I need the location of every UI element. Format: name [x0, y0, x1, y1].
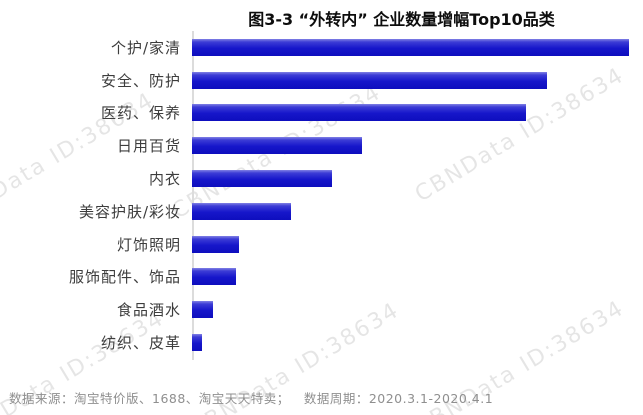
category-axis-line	[192, 31, 194, 360]
category-label: 个护/家清	[110, 38, 181, 57]
bar	[192, 301, 213, 319]
data-period-text: 数据周期：2020.3.1-2020.4.1	[303, 391, 494, 406]
category-label: 内衣	[148, 170, 181, 189]
source-note: 数据来源：淘宝特价版、1688、淘宝天天特卖； 数据周期：2020.3.1-202…	[9, 388, 493, 407]
bar	[192, 268, 236, 286]
bar-track	[192, 268, 643, 286]
bar-track	[192, 235, 643, 253]
bar	[192, 38, 629, 56]
bar-track	[192, 38, 643, 56]
bar	[192, 235, 240, 253]
bar-track	[192, 71, 643, 89]
category-label: 医药、保养	[100, 104, 181, 123]
chart-row: 医药、保养	[0, 97, 643, 130]
chart-row: 内衣	[0, 162, 643, 195]
bar-track	[192, 301, 643, 319]
bar	[192, 71, 547, 89]
bar-track	[192, 137, 643, 155]
category-label: 服饰配件、饰品	[68, 268, 181, 287]
bar	[192, 334, 203, 352]
chart-row: 纺织、皮革	[0, 326, 643, 359]
chart-title: 图3-3 “外转内” 企业数量增幅Top10品类	[248, 10, 555, 29]
chart-row: 食品酒水	[0, 293, 643, 326]
category-label: 安全、防护	[100, 71, 181, 90]
bar-track	[192, 334, 643, 352]
chart-row: 美容护肤/彩妆	[0, 195, 643, 228]
bar-rows: 个护/家清安全、防护医药、保养日用百货内衣美容护肤/彩妆灯饰照明服饰配件、饰品食…	[0, 31, 643, 359]
bar	[192, 137, 362, 155]
category-label: 纺织、皮革	[100, 334, 181, 353]
data-source-text: 数据来源：淘宝特价版、1688、淘宝天天特卖；	[9, 391, 290, 406]
bar	[192, 170, 332, 188]
category-label: 灯饰照明	[116, 235, 181, 254]
bar	[192, 104, 526, 122]
category-label: 美容护肤/彩妆	[78, 202, 181, 221]
bar-track	[192, 202, 643, 220]
chart-row: 灯饰照明	[0, 228, 643, 261]
chart-row: 日用百货	[0, 129, 643, 162]
bar	[192, 202, 292, 220]
category-label: 日用百货	[116, 137, 181, 156]
chart-row: 个护/家清	[0, 31, 643, 64]
category-label: 食品酒水	[116, 301, 181, 320]
bar-track	[192, 104, 643, 122]
chart-row: 安全、防护	[0, 64, 643, 97]
bar-track	[192, 170, 643, 188]
chart-row: 服饰配件、饰品	[0, 261, 643, 294]
